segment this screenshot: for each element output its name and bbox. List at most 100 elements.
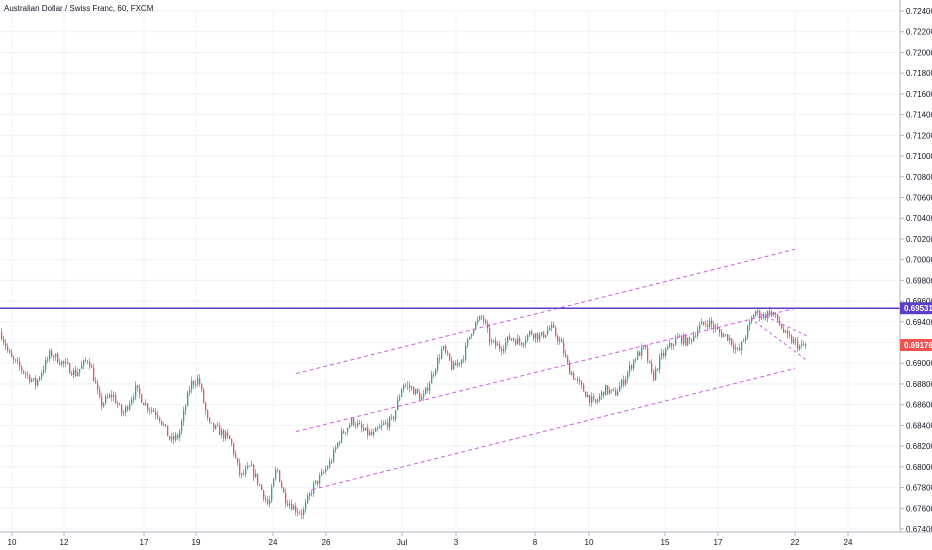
- candle: [391, 413, 393, 421]
- candle: [585, 391, 587, 398]
- candle: [199, 374, 201, 387]
- candle: [345, 432, 347, 436]
- candle: [37, 378, 39, 388]
- x-tick-label: 3: [454, 538, 459, 547]
- candle: [799, 344, 801, 352]
- candle: [63, 360, 65, 368]
- candle: [619, 381, 621, 392]
- candle: [673, 343, 675, 350]
- candle: [629, 360, 631, 377]
- candle: [559, 336, 561, 345]
- candle: [385, 419, 387, 426]
- candle: [353, 417, 355, 427]
- candle: [427, 382, 429, 394]
- x-tick-label: 26: [322, 538, 331, 547]
- x-tick-label: 15: [661, 538, 670, 547]
- candle: [573, 370, 575, 381]
- candle: [597, 397, 599, 405]
- candle: [497, 341, 499, 346]
- wedge-line: [754, 321, 809, 362]
- candle: [595, 398, 597, 404]
- candle: [747, 324, 749, 340]
- candle: [121, 403, 123, 417]
- candle: [581, 380, 583, 389]
- candle: [229, 435, 231, 440]
- candle: [141, 393, 143, 404]
- candle: [215, 424, 217, 430]
- candle: [535, 333, 537, 343]
- candle: [413, 385, 415, 395]
- candle: [75, 365, 77, 378]
- candle: [71, 370, 73, 377]
- candle: [531, 329, 533, 336]
- candle: [461, 359, 463, 368]
- candle: [715, 323, 717, 333]
- candle: [325, 465, 327, 475]
- candle: [407, 381, 409, 390]
- candle: [183, 406, 185, 426]
- x-tick-label: 10: [585, 538, 594, 547]
- candle: [663, 349, 665, 360]
- candle: [27, 370, 29, 380]
- candle: [579, 376, 581, 386]
- candle: [527, 333, 529, 343]
- candle: [109, 392, 111, 399]
- candle: [555, 325, 557, 338]
- candle: [737, 346, 739, 352]
- candle: [99, 385, 101, 399]
- candle: [13, 354, 15, 364]
- candle: [303, 506, 305, 520]
- candle: [743, 338, 745, 342]
- candle: [339, 440, 341, 446]
- candle: [387, 418, 389, 431]
- candle: [337, 442, 339, 449]
- candle: [49, 349, 51, 363]
- candle: [771, 309, 773, 318]
- candle: [235, 450, 237, 459]
- channel-line: [311, 367, 796, 491]
- candle: [265, 495, 267, 503]
- candle: [433, 371, 435, 379]
- candle: [297, 507, 299, 517]
- candle: [307, 492, 309, 505]
- candle: [247, 462, 249, 470]
- candle: [797, 336, 799, 353]
- candle: [53, 354, 55, 361]
- x-tick-label: Jul: [397, 538, 407, 547]
- candle: [411, 385, 413, 391]
- candle: [423, 389, 425, 401]
- candle: [465, 341, 467, 363]
- candle: [119, 402, 121, 406]
- candle: [505, 338, 507, 354]
- candle: [483, 314, 485, 325]
- candle: [137, 385, 139, 392]
- candle: [707, 320, 709, 332]
- candle: [641, 343, 643, 360]
- candle: [65, 357, 67, 368]
- candle: [253, 463, 255, 482]
- candle: [29, 373, 31, 385]
- candle: [291, 499, 293, 511]
- candle: [107, 393, 109, 400]
- channel-line: [295, 248, 796, 375]
- time-axis[interactable]: 10 12 17 19 24 26 Jul 3 8 10 15 17 22 24: [0, 531, 932, 547]
- candle: [205, 401, 207, 415]
- candle: [445, 344, 447, 355]
- candle: [221, 427, 223, 439]
- candle: [399, 393, 401, 402]
- candle: [739, 343, 741, 352]
- candle: [241, 472, 243, 479]
- candle: [367, 423, 369, 440]
- candle: [275, 466, 277, 481]
- candle: [733, 340, 735, 354]
- candle: [729, 335, 731, 345]
- candle: [681, 334, 683, 346]
- candle: [287, 500, 289, 507]
- candle: [403, 383, 405, 393]
- candle: [213, 422, 215, 433]
